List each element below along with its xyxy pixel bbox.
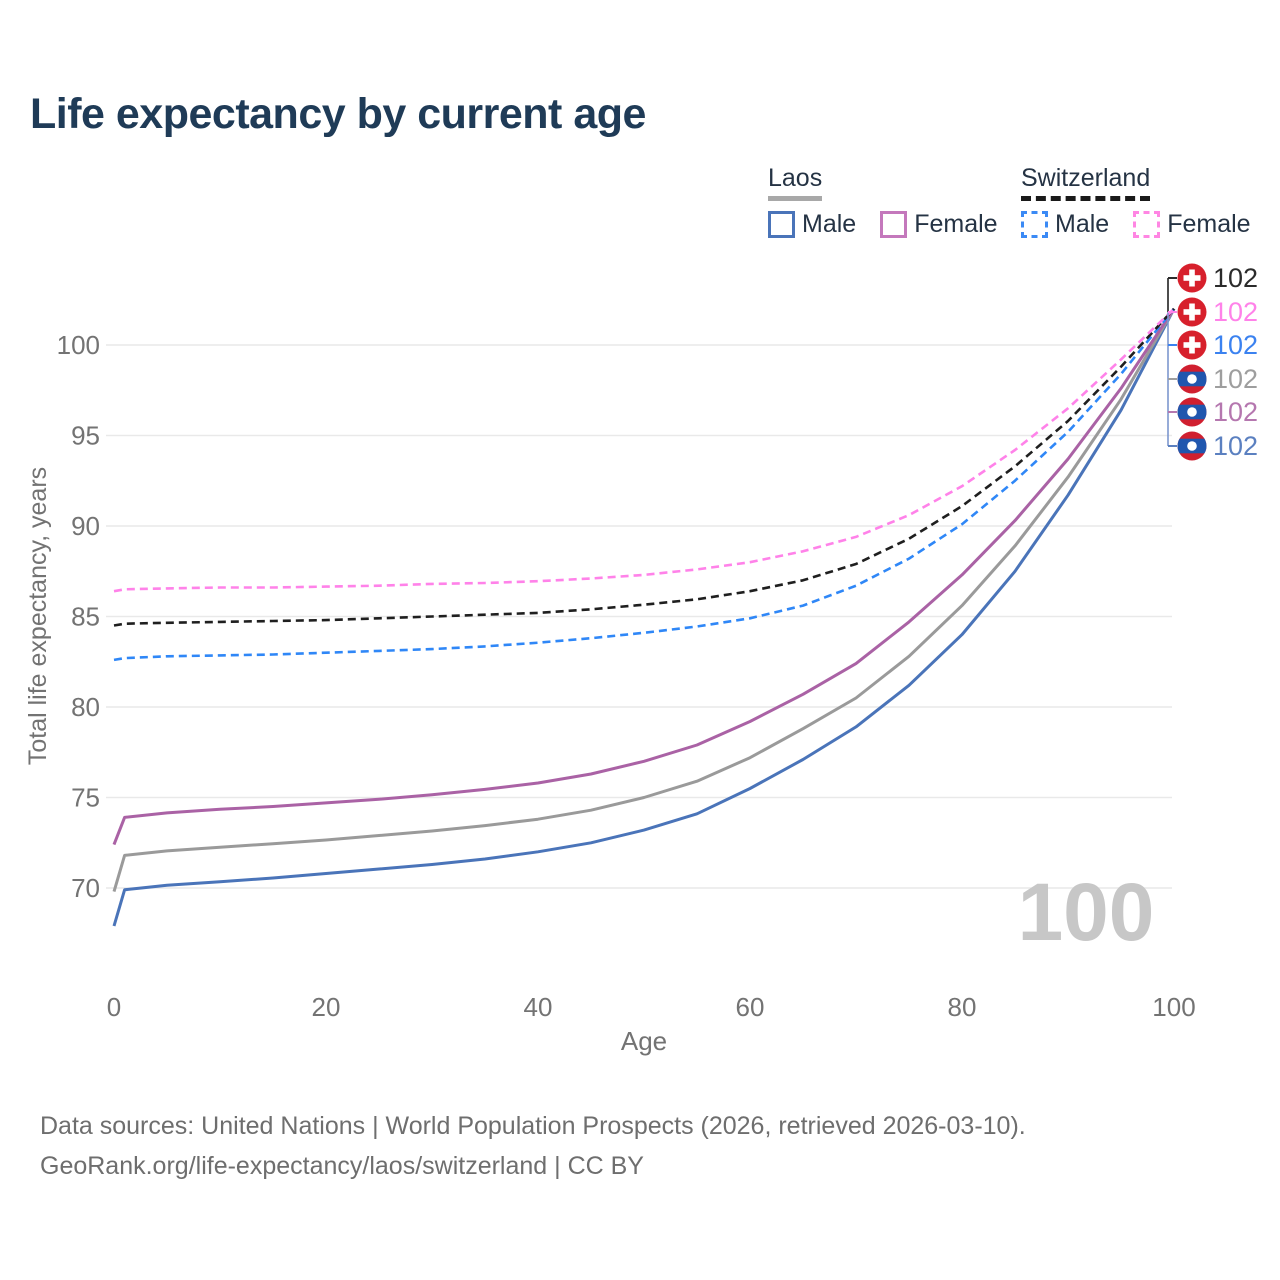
y-tick-label: 100 <box>57 330 100 360</box>
legend-item-label: Female <box>1167 210 1251 238</box>
legend-group-switzerland: Switzerland Male Female <box>1021 164 1251 239</box>
legend-country-switzerland: Switzerland <box>1021 164 1151 201</box>
switzerland-female-swatch-icon <box>1133 211 1161 238</box>
watermark-current-age: 100 <box>1018 867 1155 958</box>
page-title: Life expectancy by current age <box>30 90 646 138</box>
x-tick-label: 60 <box>736 992 765 1022</box>
y-tick-label: 70 <box>71 873 100 903</box>
flag-icon-laos <box>1177 364 1207 394</box>
legend-item-label: Male <box>802 210 857 238</box>
flag-icon-switzerland <box>1177 263 1207 293</box>
legend-item-label: Female <box>914 210 998 238</box>
legend-item-switzerland-female[interactable]: Female <box>1133 210 1251 239</box>
x-tick-label: 0 <box>107 992 121 1022</box>
end-value-label: 102 <box>1213 364 1258 394</box>
series-line-laos-all[interactable] <box>112 308 1176 893</box>
legend-item-label: Male <box>1055 210 1110 238</box>
x-tick-label: 100 <box>1152 992 1195 1022</box>
laos-male-swatch-icon <box>768 211 795 238</box>
y-tick-label: 75 <box>71 783 100 813</box>
laos-female-swatch-icon <box>880 211 908 238</box>
y-tick-label: 80 <box>71 692 100 722</box>
series-line-switzerland-male[interactable] <box>113 307 1176 662</box>
end-value-label: 102 <box>1213 397 1258 427</box>
y-axis-title: Total life expectancy, years <box>24 467 52 765</box>
flag-icon-switzerland <box>1177 297 1207 327</box>
switzerland-male-swatch-icon <box>1021 211 1048 238</box>
legend-item-switzerland-male[interactable]: Male <box>1021 210 1109 239</box>
data-source-footer: Data sources: United Nations | World Pop… <box>40 1106 1026 1186</box>
x-tick-label: 40 <box>524 992 553 1022</box>
end-value-label: 102 <box>1213 297 1258 327</box>
end-value-label: 102 <box>1213 330 1258 360</box>
series-line-switzerland-all[interactable] <box>113 307 1175 627</box>
legend-item-laos-female[interactable]: Female <box>880 210 998 239</box>
legend-country-laos: Laos <box>768 164 823 201</box>
flag-icon-laos <box>1177 431 1207 461</box>
series-line-laos-female[interactable] <box>112 307 1176 846</box>
end-value-label: 102 <box>1213 431 1258 461</box>
series-line-laos-male[interactable] <box>112 308 1176 927</box>
x-tick-label: 80 <box>948 992 977 1022</box>
flag-icon-switzerland <box>1177 330 1207 360</box>
legend-item-laos-male[interactable]: Male <box>768 210 856 239</box>
x-tick-label: 20 <box>312 992 341 1022</box>
legend-group-laos: Laos Male Female <box>768 164 998 239</box>
y-tick-label: 90 <box>71 511 100 541</box>
series-line-switzerland-female[interactable] <box>113 307 1175 593</box>
flag-icon-laos <box>1177 397 1207 427</box>
y-tick-label: 85 <box>71 602 100 632</box>
footer-line-sources: Data sources: United Nations | World Pop… <box>40 1112 1026 1140</box>
x-axis-title: Age <box>621 1026 667 1056</box>
footer-line-attribution: GeoRank.org/life-expectancy/laos/switzer… <box>40 1152 644 1180</box>
end-value-label: 102 <box>1213 263 1258 293</box>
y-tick-label: 95 <box>71 421 100 451</box>
